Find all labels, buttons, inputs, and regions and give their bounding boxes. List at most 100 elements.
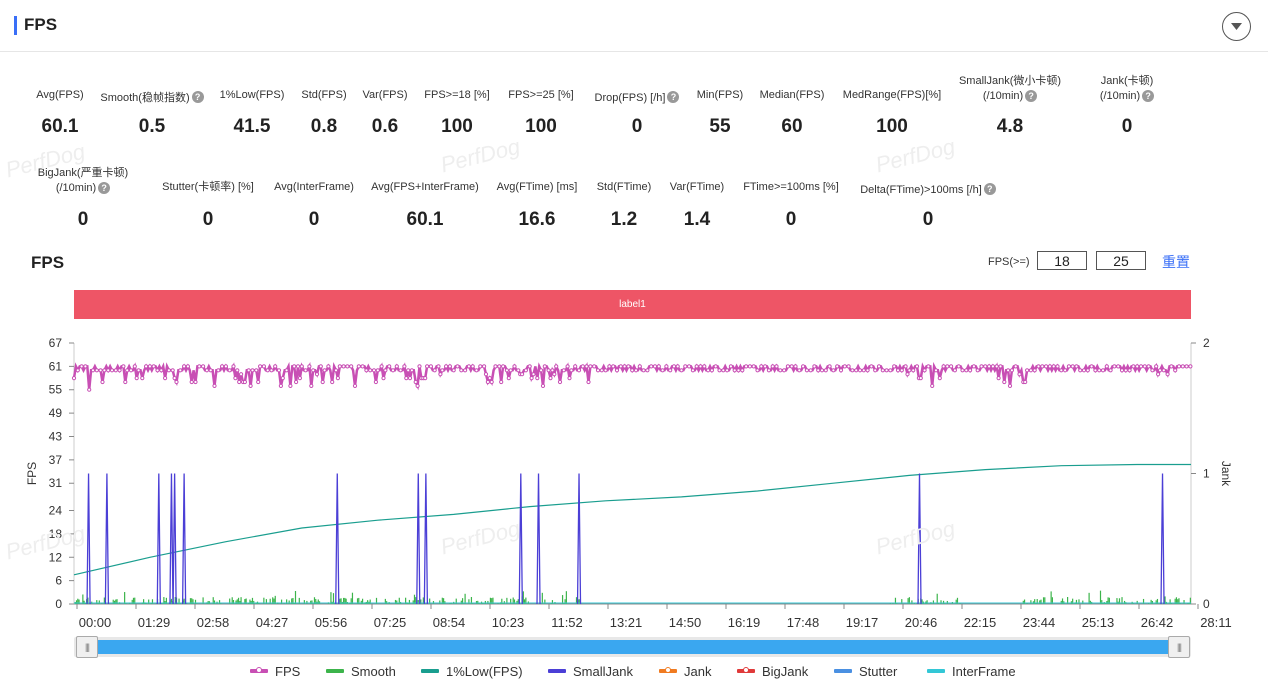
x-tick-label: 20:46 [905, 615, 938, 630]
fps-point [208, 368, 213, 373]
x-tick-label: 14:50 [669, 615, 702, 630]
smalljank-spike [335, 473, 340, 605]
y-axis-label: FPS [25, 462, 39, 485]
fps-point [1025, 368, 1030, 373]
fps-point [804, 368, 810, 373]
fps-point [895, 368, 901, 373]
metric-value: 4.8 [950, 116, 1070, 138]
fps-point [227, 368, 232, 373]
fps-point [258, 364, 263, 369]
fps-point [1127, 368, 1132, 373]
fps-point [945, 364, 950, 369]
metric-value-text: 1.2 [610, 209, 638, 230]
fps-point [303, 368, 308, 373]
fps-point [664, 364, 669, 369]
fps-point [466, 364, 471, 369]
fps-point [497, 364, 502, 369]
legend-item[interactable]: BigJank [737, 664, 808, 679]
slider-right-handle[interactable]: ||| [1168, 636, 1190, 658]
fps-point [360, 364, 365, 369]
metric-label-unit: (/10min)? [1037, 89, 1217, 104]
fps-point [721, 368, 726, 373]
fps-point [132, 364, 137, 369]
metric-unit-text: (/10min) [55, 182, 97, 194]
metric-label-text: 1%Low(FPS) [219, 89, 285, 101]
fps-point [523, 368, 529, 373]
legend-item[interactable]: Stutter [834, 664, 897, 679]
legend-item[interactable]: 1%Low(FPS) [421, 664, 523, 679]
reset-button[interactable]: 重置 [1162, 254, 1190, 270]
watermark: PerfDog [438, 133, 523, 178]
legend-item[interactable]: FPS [250, 664, 300, 679]
fps-point [763, 364, 768, 369]
fps-point [607, 364, 612, 369]
metric-label: BigJank(严重卡顿) (/10min)? [0, 166, 173, 196]
legend-item[interactable]: Smooth [326, 664, 396, 679]
fps-point [128, 368, 134, 373]
help-icon[interactable]: ? [98, 182, 111, 195]
fps-point [482, 364, 487, 369]
fps-point [1013, 364, 1018, 369]
fps-point [690, 368, 696, 373]
fps-point [483, 372, 489, 377]
fps-point [109, 368, 115, 373]
fps-point [493, 364, 498, 369]
fps-point [1104, 364, 1109, 369]
help-icon[interactable]: ? [1025, 90, 1038, 103]
metric-label-text: Avg(InterFrame) [274, 181, 354, 193]
metric-value: 0 [577, 116, 697, 138]
fps-point [1135, 364, 1140, 369]
metric-value: 60 [732, 116, 852, 138]
legend-swatch [326, 668, 344, 673]
collapse-toggle-button[interactable] [1222, 12, 1251, 41]
fps-point [375, 368, 380, 373]
fps-point [520, 372, 525, 377]
fps-point [540, 383, 546, 388]
fps-point [438, 372, 443, 377]
fps-point [1150, 368, 1155, 373]
y-tick-label: 18 [49, 527, 63, 541]
metric-value: 60.1 [365, 209, 485, 231]
help-icon[interactable]: ? [1142, 90, 1155, 103]
label-band[interactable]: label1 [74, 290, 1191, 319]
metric-value: 100 [481, 116, 601, 138]
metric-label-text: Var(FTime) [669, 181, 725, 193]
fps-point [835, 364, 840, 369]
metric-label: Std(FTime) [534, 180, 714, 195]
fps-threshold-2-input[interactable] [1096, 251, 1146, 270]
fps-point [98, 368, 103, 373]
x-tick-label: 16:19 [728, 615, 761, 630]
metric-value: 16.6 [477, 209, 597, 231]
fps-point [117, 368, 122, 373]
metric-label-text: Avg(FPS+InterFrame) [371, 181, 479, 193]
fps-point [905, 372, 910, 377]
legend-label: FPS [275, 664, 301, 679]
chart-legend: FPS Smooth 1%Low(FPS) SmallJank Jank BigJank S… [0, 664, 1268, 682]
help-icon[interactable]: ? [667, 90, 680, 103]
fps-point [216, 368, 221, 373]
fps-threshold-1-input[interactable] [1037, 251, 1087, 270]
fps-point [990, 364, 996, 369]
fps-point [1154, 364, 1159, 369]
help-icon[interactable]: ? [191, 90, 204, 103]
legend-item[interactable]: InterFrame [927, 664, 1016, 679]
x-tick-label: 22:15 [964, 615, 997, 630]
fps-point [614, 368, 620, 373]
fps-point [576, 368, 582, 373]
fps-point [356, 364, 361, 369]
metric-label-text: Std(FPS) [301, 89, 347, 101]
help-icon[interactable]: ? [983, 182, 996, 195]
fps-point [876, 364, 882, 369]
legend-swatch [548, 668, 566, 673]
metric-value: 0.5 [92, 116, 212, 138]
fps-point [185, 364, 190, 369]
metric-value-text: 100 [525, 116, 557, 137]
fps-point [1051, 364, 1056, 369]
legend-item[interactable]: SmallJank [548, 664, 633, 679]
legend-item[interactable]: Jank [659, 664, 711, 679]
slider-left-handle[interactable]: ||| [76, 636, 98, 658]
smalljank-spike [104, 473, 110, 605]
legend-label: Smooth [351, 664, 396, 679]
metric-value: 0 [868, 209, 988, 231]
time-range-selection[interactable] [98, 640, 1169, 654]
